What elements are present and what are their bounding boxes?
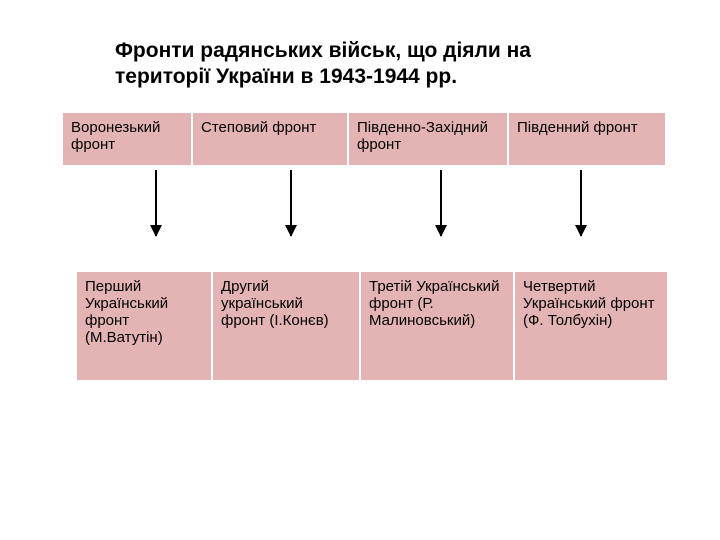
- cell-4th-ukr: Четвертий Український фронт (Ф. Толбухін…: [514, 271, 668, 381]
- cell-3rd-ukr: Третій Український фронт (Р. Малиновськи…: [360, 271, 514, 381]
- cell-sw: Південно-Західний фронт: [348, 112, 508, 166]
- arrow-4: [580, 170, 582, 236]
- renamed-fronts-row: Перший Український фронт (М.Ватутін) Дру…: [76, 271, 668, 381]
- cell-steppe: Степовий фронт: [192, 112, 348, 166]
- cell-2nd-ukr: Другий український фронт (І.Конєв): [212, 271, 360, 381]
- cell-1st-ukr: Перший Український фронт (М.Ватутін): [76, 271, 212, 381]
- page-title: Фронти радянських військ, що діяли на те…: [115, 38, 615, 91]
- arrow-3: [440, 170, 442, 236]
- original-fronts-row: Воронезький фронт Степовий фронт Південн…: [62, 112, 666, 166]
- cell-south: Південний фронт: [508, 112, 666, 166]
- arrow-1: [155, 170, 157, 236]
- arrow-2: [290, 170, 292, 236]
- diagram-page: Фронти радянських військ, що діяли на те…: [0, 0, 720, 540]
- cell-voronezh: Воронезький фронт: [62, 112, 192, 166]
